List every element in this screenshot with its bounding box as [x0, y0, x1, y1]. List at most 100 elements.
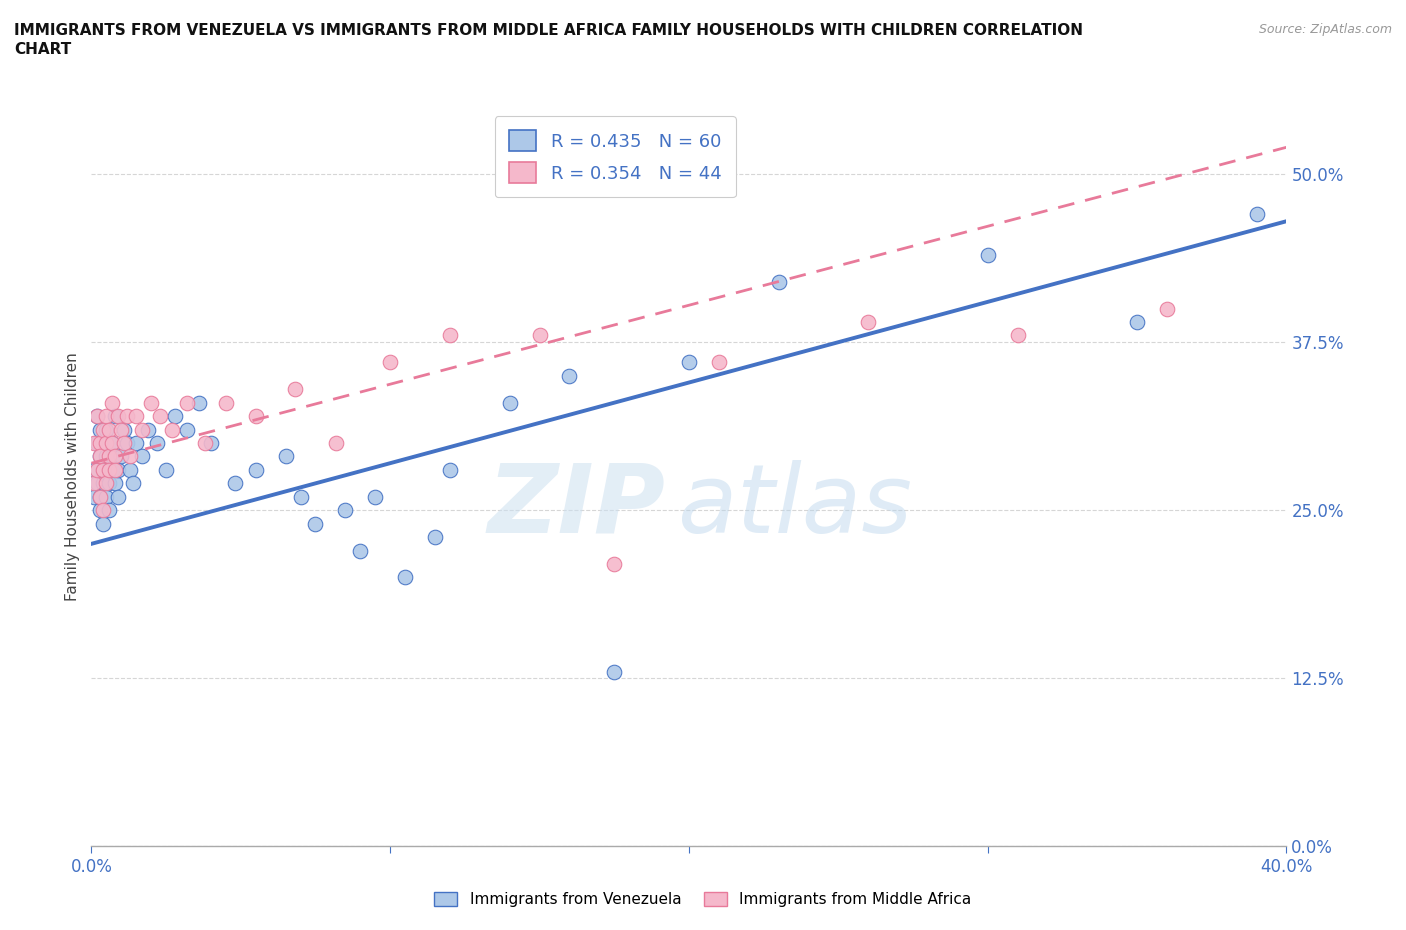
Point [89, 489, 111, 504]
Point [83, 476, 105, 491]
Text: CHART: CHART [14, 42, 72, 57]
Point [101, 435, 124, 450]
Point [125, 408, 148, 423]
Point [325, 435, 347, 450]
Point [110, 422, 132, 437]
Legend: R = 0.435   N = 60, R = 0.354   N = 44: R = 0.435 N = 60, R = 0.354 N = 44 [495, 116, 735, 197]
Point [98, 422, 121, 437]
Point [93, 503, 115, 518]
Point [107, 462, 129, 477]
Point [858, 314, 880, 329]
Point [98, 462, 121, 477]
Point [98, 435, 121, 450]
Point [107, 489, 129, 504]
Point [499, 395, 522, 410]
Point [98, 503, 121, 518]
Point [93, 422, 115, 437]
Point [83, 435, 105, 450]
Point [83, 489, 105, 504]
Point [115, 408, 138, 423]
Point [110, 449, 132, 464]
Point [224, 476, 246, 491]
Legend: Immigrants from Venezuela, Immigrants from Middle Africa: Immigrants from Venezuela, Immigrants fr… [429, 885, 977, 913]
Point [83, 462, 105, 477]
Point [155, 462, 177, 477]
Point [149, 408, 172, 423]
Point [194, 435, 217, 450]
Point [423, 530, 446, 545]
Point [96, 422, 118, 437]
Point [107, 408, 129, 423]
Point [290, 489, 312, 504]
Point [335, 503, 357, 518]
Point [603, 664, 626, 679]
Point [976, 247, 998, 262]
Point [707, 355, 730, 370]
Point [364, 489, 387, 504]
Point [89, 489, 111, 504]
Point [93, 516, 115, 531]
Point [98, 449, 121, 464]
Point [89, 449, 111, 464]
Point [86, 462, 108, 477]
Point [89, 435, 111, 450]
Point [112, 422, 135, 437]
Point [1126, 314, 1149, 329]
Point [112, 435, 135, 450]
Point [245, 462, 267, 477]
Point [101, 462, 124, 477]
Point [104, 462, 127, 477]
Point [101, 395, 124, 410]
Point [163, 408, 186, 423]
Point [104, 408, 127, 423]
Text: ZIP: ZIP [486, 459, 665, 552]
Point [1156, 301, 1178, 316]
Point [349, 543, 371, 558]
Point [104, 449, 127, 464]
Point [86, 408, 108, 423]
Point [125, 435, 148, 450]
Point [93, 462, 115, 477]
Point [120, 462, 142, 477]
Point [245, 408, 267, 423]
Point [96, 476, 118, 491]
Point [215, 395, 238, 410]
Point [274, 449, 297, 464]
Point [380, 355, 402, 370]
Point [131, 422, 153, 437]
Point [176, 395, 198, 410]
Point [93, 435, 115, 450]
Point [86, 408, 108, 423]
Point [558, 368, 581, 383]
Point [304, 516, 326, 531]
Point [678, 355, 700, 370]
Point [122, 476, 145, 491]
Point [284, 382, 307, 397]
Point [86, 435, 108, 450]
Point [96, 408, 118, 423]
Point [1246, 207, 1268, 222]
Point [86, 476, 108, 491]
Point [96, 435, 118, 450]
Y-axis label: Family Households with Children: Family Households with Children [65, 352, 80, 601]
Point [439, 328, 461, 343]
Point [146, 435, 169, 450]
Point [115, 435, 138, 450]
Point [96, 449, 118, 464]
Point [101, 449, 124, 464]
Point [89, 422, 111, 437]
Point [176, 422, 198, 437]
Point [101, 435, 124, 450]
Point [89, 449, 111, 464]
Point [98, 476, 121, 491]
Text: atlas: atlas [678, 459, 912, 552]
Point [200, 435, 222, 450]
Text: IMMIGRANTS FROM VENEZUELA VS IMMIGRANTS FROM MIDDLE AFRICA FAMILY HOUSEHOLDS WIT: IMMIGRANTS FROM VENEZUELA VS IMMIGRANTS … [14, 23, 1083, 38]
Point [131, 449, 153, 464]
Point [136, 422, 159, 437]
Point [141, 395, 163, 410]
Point [1007, 328, 1029, 343]
Point [120, 449, 142, 464]
Point [104, 476, 127, 491]
Point [603, 556, 626, 571]
